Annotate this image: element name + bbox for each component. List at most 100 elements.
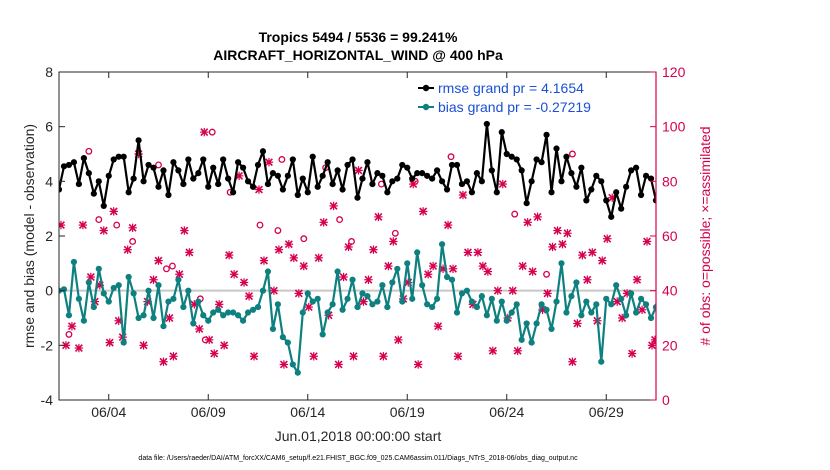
rmse-data-point: [165, 191, 172, 199]
bias-data-point: [70, 258, 78, 266]
obs-assimilated-marker: [443, 220, 453, 230]
obs-assimilated-marker: [344, 242, 353, 252]
obs-possible-marker: [163, 265, 170, 273]
rmse-data-point: [647, 175, 655, 182]
obs-possible-marker: [65, 330, 73, 338]
bias-data-point: [384, 303, 391, 311]
bias-data-point: [603, 295, 610, 302]
bias-data-point: [110, 284, 117, 292]
rmse-data-point: [603, 197, 610, 204]
bias-data-point: [453, 309, 461, 316]
bias-data-point: [573, 279, 580, 286]
obs-assimilated-marker: [453, 352, 463, 361]
bias-data-point: [608, 301, 615, 308]
bias-data-point: [225, 309, 232, 316]
legend-rmse-marker: [422, 84, 430, 92]
bias-series-line: [59, 243, 656, 374]
obs-possible-marker: [274, 227, 282, 234]
rmse-data-point: [60, 163, 68, 170]
rmse-data-point: [259, 148, 267, 155]
bias-data-point: [483, 312, 490, 319]
bias-data-point: [314, 295, 321, 302]
obs-assimilated-marker: [264, 158, 274, 167]
rmse-data-point: [618, 205, 625, 212]
obs-assimilated-marker: [159, 357, 168, 366]
bias-data-point: [235, 312, 242, 319]
bias-data-point: [434, 295, 441, 302]
bias-data-point: [379, 282, 386, 289]
rmse-data-point: [548, 189, 555, 196]
bias-data-point: [274, 301, 281, 308]
rmse-data-point: [588, 186, 595, 193]
obs-possible-marker: [300, 235, 308, 243]
rmse-data-point: [578, 164, 585, 171]
bias-data-point: [458, 290, 466, 297]
y-right-tick-label: 80: [662, 173, 678, 189]
bias-data-point: [349, 276, 356, 283]
obs-assimilated-marker: [498, 179, 507, 189]
bias-data-point: [319, 331, 326, 338]
rmse-data-point: [453, 161, 461, 169]
obs-assimilated-marker: [239, 278, 249, 287]
obs-assimilated-marker: [314, 253, 323, 263]
y-right-tick-label: 60: [662, 228, 678, 244]
obs-possible-marker: [155, 161, 162, 169]
rmse-data-point: [652, 197, 656, 204]
rmse-data-point: [478, 178, 485, 185]
obs-assimilated-marker: [369, 245, 378, 254]
bias-data-point: [394, 265, 401, 272]
obs-possible-marker: [278, 156, 286, 163]
bias-data-point: [518, 336, 525, 343]
bias-data-point: [239, 317, 247, 324]
obs-assimilated-marker: [458, 190, 468, 200]
bias-data-point: [304, 290, 311, 297]
bias-data-point: [125, 273, 132, 281]
obs-assimilated-marker: [99, 226, 108, 235]
obs-assimilated-marker: [573, 319, 582, 328]
obs-assimilated-marker: [394, 335, 403, 345]
plot-area: [59, 72, 656, 400]
obs-assimilated-marker: [389, 237, 398, 246]
bias-data-point: [120, 339, 127, 346]
bias-data-point: [115, 282, 122, 289]
y-right-tick-label: 0: [662, 392, 670, 408]
obs-assimilated-marker: [274, 245, 284, 254]
chart-subtitle: AIRCRAFT_HORIZONTAL_WIND @ 400 hPa: [213, 47, 503, 63]
obs-assimilated-marker: [473, 248, 483, 257]
bias-data-point: [195, 298, 202, 305]
rmse-data-point: [364, 159, 371, 166]
rmse-data-point: [195, 170, 202, 177]
rmse-data-point: [573, 183, 580, 190]
obs-assimilated-marker: [413, 360, 423, 369]
rmse-data-point: [528, 178, 535, 185]
rmse-data-point: [513, 156, 520, 163]
bias-data-point: [404, 260, 411, 267]
rmse-data-point: [533, 156, 540, 163]
obs-assimilated-marker: [483, 267, 493, 276]
rmse-data-point: [125, 189, 132, 196]
chart-title: Tropics 5494 / 5536 = 99.241%: [259, 29, 458, 45]
bias-data-point: [647, 314, 655, 322]
obs-assimilated-marker: [533, 212, 542, 222]
rmse-data-point: [463, 178, 471, 185]
rmse-data-point: [493, 189, 500, 196]
rmse-data-point: [105, 172, 112, 179]
bias-data-point: [130, 290, 137, 297]
obs-assimilated-marker: [304, 302, 313, 312]
obs-assimilated-marker: [637, 305, 647, 314]
rmse-data-point: [284, 172, 291, 179]
rmse-data-point: [299, 175, 306, 182]
bias-data-point: [170, 295, 177, 302]
obs-assimilated-marker: [508, 286, 517, 295]
y-tick-label: 2: [45, 228, 53, 244]
rmse-data-point: [155, 183, 162, 190]
bias-data-point: [438, 241, 446, 248]
obs-assimilated-marker: [583, 275, 592, 284]
bias-data-point: [478, 293, 485, 300]
rmse-data-point: [254, 161, 262, 169]
bias-data-point: [568, 293, 575, 300]
rmse-data-point: [274, 172, 281, 179]
bias-data-point: [85, 279, 92, 286]
obs-assimilated-marker: [309, 352, 318, 361]
